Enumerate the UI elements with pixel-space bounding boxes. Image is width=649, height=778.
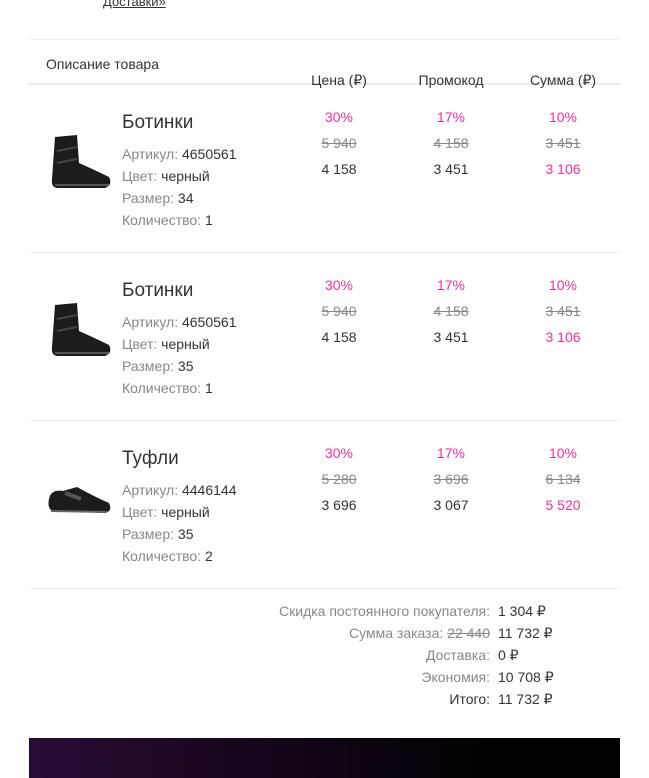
sum-discount: 10%: [548, 277, 578, 293]
sku-value: 4650561: [181, 314, 237, 330]
sum-old-value: 3 451: [545, 135, 581, 151]
table-row: Ботинки Артикул: 4650561 Цвет: черный Разм…: [29, 85, 620, 253]
color-label: Цвет:: [122, 336, 158, 352]
order-summary: Скидка постоянного покупателя: 1 304 ₽ Су…: [0, 600, 649, 710]
sum-new-value: 5 520: [545, 497, 581, 513]
total-label: Итого:: [449, 691, 490, 707]
quantity-value: 1: [204, 212, 213, 228]
quantity-label: Количество:: [122, 212, 202, 228]
color-value: черный: [161, 504, 210, 520]
price-new-value: 4 158: [321, 161, 357, 177]
color-value: черный: [161, 336, 210, 352]
size-label: Размер:: [122, 358, 175, 374]
price-old-value: 5 280: [321, 471, 357, 487]
price-new-value: 4 158: [321, 329, 357, 345]
sku-label: Артикул:: [122, 146, 179, 162]
quantity-value: 2: [204, 548, 213, 564]
product-title[interactable]: Туфли: [122, 448, 179, 469]
price-old-value: 5 940: [321, 303, 357, 319]
sum-old-value: 3 451: [545, 303, 581, 319]
promo-new-value: 3 451: [433, 161, 469, 177]
footer-banner: [29, 738, 620, 778]
savings-value: 10 708 ₽: [498, 669, 554, 685]
header-sum: Сумма (₽): [529, 72, 597, 88]
size-value: 35: [177, 526, 194, 542]
sum-discount: 10%: [548, 109, 578, 125]
size-value: 35: [177, 358, 194, 374]
sum-new-value: 3 106: [545, 161, 581, 177]
sku-value: 4446144: [181, 482, 237, 498]
size-value: 34: [177, 190, 194, 206]
delivery-link[interactable]: Доставки»: [103, 0, 166, 9]
order-table: Описание товара Цена (₽) Промокод Сумма …: [29, 39, 620, 589]
header-price: Цена (₽): [311, 72, 367, 88]
delivery-label: Доставка:: [425, 647, 490, 663]
product-image[interactable]: [47, 133, 113, 191]
product-title[interactable]: Ботинки: [122, 112, 194, 133]
promo-new-value: 3 067: [433, 497, 469, 513]
sku-label: Артикул:: [122, 482, 179, 498]
promo-new-value: 3 451: [433, 329, 469, 345]
price-discount: 30%: [324, 277, 354, 293]
sum-new-value: 3 106: [545, 329, 581, 345]
header-description: Описание товара: [46, 56, 159, 72]
table-header: Описание товара Цена (₽) Промокод Сумма …: [29, 40, 620, 88]
table-row: Туфли Артикул: 4446144 Цвет: черный Размер…: [29, 421, 620, 589]
promo-old-value: 4 158: [433, 303, 469, 319]
table-row: Ботинки Артикул: 4650561 Цвет: черный Разм…: [29, 253, 620, 421]
sku-label: Артикул:: [122, 314, 179, 330]
quantity-label: Количество:: [122, 380, 202, 396]
quantity-value: 1: [204, 380, 213, 396]
total-value: 11 732 ₽: [498, 691, 553, 707]
color-label: Цвет:: [122, 504, 158, 520]
product-title[interactable]: Ботинки: [122, 280, 194, 301]
product-image[interactable]: [47, 301, 113, 359]
savings-label: Экономия:: [421, 669, 490, 685]
sum-discount: 10%: [548, 445, 578, 461]
size-label: Размер:: [122, 190, 175, 206]
header-promo: Промокод: [418, 72, 484, 88]
delivery-value: 0 ₽: [498, 647, 519, 663]
price-old-value: 5 940: [321, 135, 357, 151]
promo-discount: 17%: [436, 445, 466, 461]
sku-value: 4650561: [181, 146, 237, 162]
price-discount: 30%: [324, 109, 354, 125]
promo-discount: 17%: [436, 277, 466, 293]
promo-discount: 17%: [436, 109, 466, 125]
quantity-label: Количество:: [122, 548, 202, 564]
price-discount: 30%: [324, 445, 354, 461]
product-image[interactable]: [47, 469, 113, 527]
color-value: черный: [161, 168, 210, 184]
sum-old-value: 6 134: [545, 471, 581, 487]
promo-old-value: 3 696: [433, 471, 469, 487]
loyalty-value: 1 304 ₽: [498, 603, 546, 619]
loyalty-label: Скидка постоянного покупателя:: [279, 603, 490, 619]
size-label: Размер:: [122, 526, 175, 542]
order-label: Сумма заказа:: [349, 625, 444, 641]
order-old-value: 22 440: [447, 625, 490, 641]
promo-old-value: 4 158: [433, 135, 469, 151]
price-new-value: 3 696: [321, 497, 357, 513]
color-label: Цвет:: [122, 168, 158, 184]
order-value: 11 732 ₽: [498, 625, 553, 641]
